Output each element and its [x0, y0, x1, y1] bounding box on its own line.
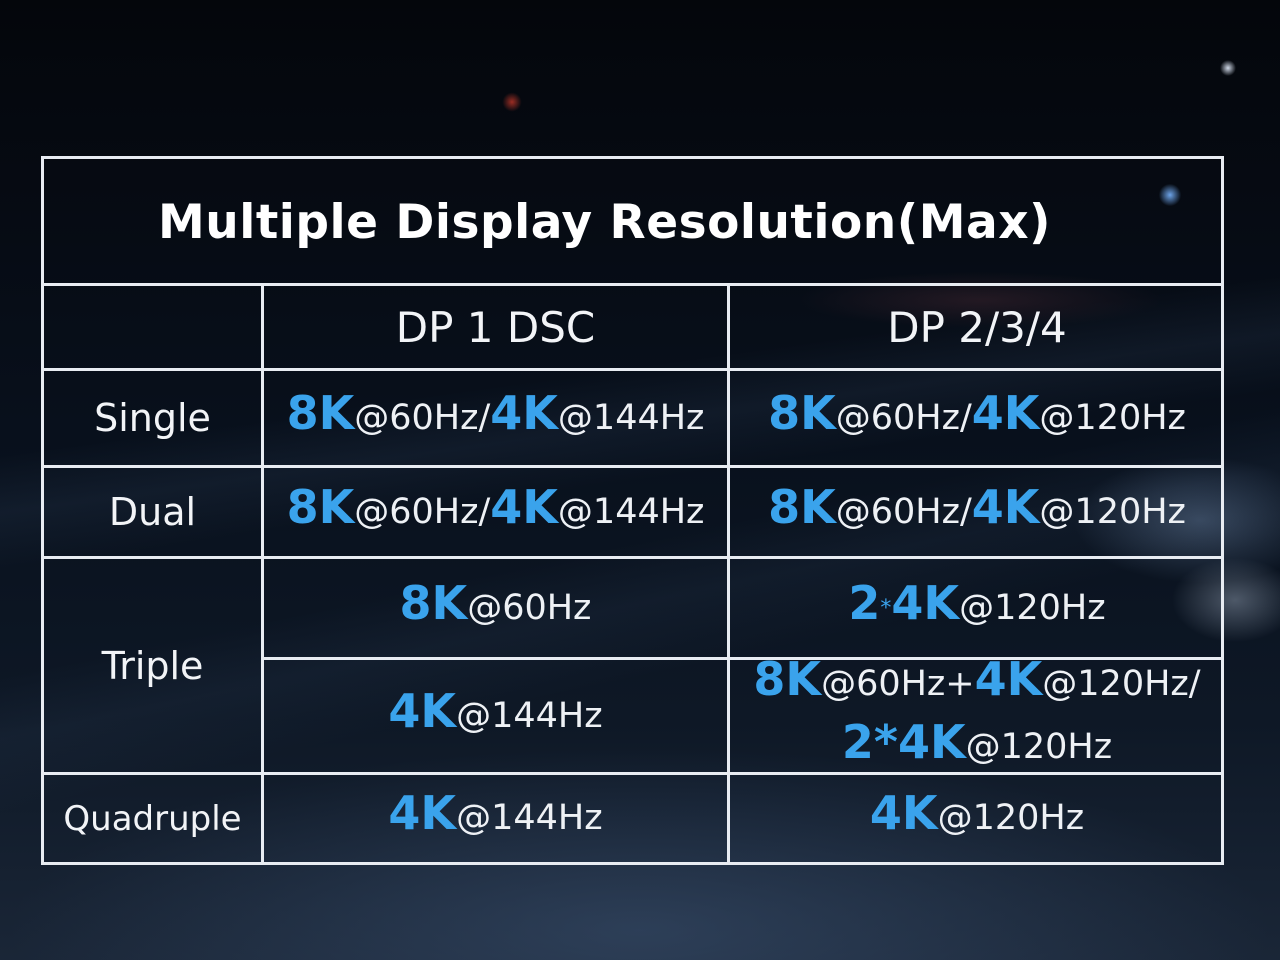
- row-label: Quadruple: [63, 798, 242, 839]
- resolution-value: 8K@60Hz/4K@144Hz: [286, 479, 705, 534]
- cell-triple-b-dp2: 8K@60Hz+4K@120Hz/ 2*4K@120Hz: [730, 653, 1224, 772]
- resolution-value: 8K@60Hz/4K@120Hz: [768, 385, 1186, 440]
- resolution-value: 8K@60Hz: [399, 575, 592, 630]
- row-label: Triple: [101, 643, 204, 688]
- resolution-value: 8K@60Hz/4K@144Hz: [286, 385, 705, 440]
- table-title: Multiple Display Resolution(Max): [158, 195, 1052, 250]
- divider: [44, 772, 1221, 775]
- cell-triple-b-dp1: 4K@144Hz: [264, 660, 727, 772]
- divider: [727, 283, 730, 862]
- column-header-dp1-dsc: DP 1 DSC: [264, 286, 727, 368]
- cell-quadruple-dp1: 4K@144Hz: [264, 775, 727, 862]
- cell-single-dp1: 8K@60Hz/4K@144Hz: [264, 371, 727, 465]
- divider: [44, 556, 1221, 559]
- cell-quadruple-dp2: 4K@120Hz: [730, 775, 1224, 862]
- row-label: Single: [94, 396, 211, 440]
- divider: [44, 368, 1221, 371]
- resolution-value: 4K@144Hz: [388, 683, 603, 738]
- resolution-value-line1: 8K@60Hz+4K@120Hz/: [753, 652, 1201, 706]
- resolution-value: 4K@144Hz: [388, 786, 603, 840]
- row-header-single: Single: [44, 371, 261, 465]
- cell-triple-a-dp1: 8K@60Hz: [264, 559, 727, 657]
- divider: [44, 465, 1221, 468]
- divider: [264, 657, 1221, 660]
- cell-single-dp2: 8K@60Hz/4K@120Hz: [730, 371, 1224, 465]
- cell-dual-dp2: 8K@60Hz/4K@120Hz: [730, 468, 1224, 556]
- row-header-dual: Dual: [44, 468, 261, 556]
- resolution-value: 4K@120Hz: [869, 786, 1085, 840]
- resolution-table: Multiple Display Resolution(Max) DP 1 DS…: [41, 156, 1224, 865]
- resolution-value: 8K@60Hz/4K@120Hz: [768, 479, 1186, 534]
- divider: [261, 283, 264, 862]
- row-header-triple: Triple: [44, 559, 261, 772]
- divider: [44, 283, 1221, 286]
- cell-dual-dp1: 8K@60Hz/4K@144Hz: [264, 468, 727, 556]
- row-header-quadruple: Quadruple: [44, 775, 261, 862]
- column-header-label: DP 2/3/4: [887, 302, 1067, 352]
- row-label: Dual: [108, 490, 197, 534]
- cell-triple-a-dp2: 2*4K@120Hz: [730, 559, 1224, 657]
- resolution-value-line2: 2*4K@120Hz: [841, 715, 1113, 769]
- resolution-value: 2*4K@120Hz: [848, 575, 1106, 630]
- column-header-dp2-3-4: DP 2/3/4: [730, 286, 1224, 368]
- column-header-label: DP 1 DSC: [395, 302, 596, 352]
